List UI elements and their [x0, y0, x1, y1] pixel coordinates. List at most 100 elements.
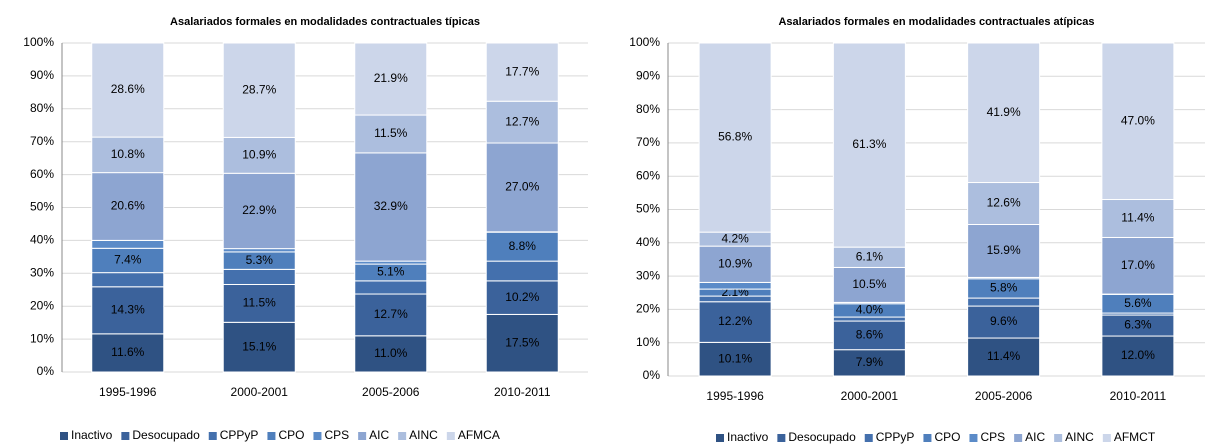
data-label: 6.1% — [856, 249, 884, 263]
legend-swatch — [446, 432, 455, 440]
data-label: 56.8% — [718, 130, 752, 144]
data-label: 61.3% — [852, 137, 886, 151]
legend-label: CPO — [278, 428, 304, 442]
legend-swatch — [313, 432, 322, 440]
data-label: 11.0% — [374, 346, 407, 360]
x-tick-label: 2005-2006 — [975, 389, 1033, 403]
legend-swatch — [716, 434, 724, 442]
data-label: 10.9% — [718, 256, 752, 270]
y-tick-label: 30% — [30, 265, 54, 279]
bar-segment — [698, 341, 772, 377]
legend-swatch — [208, 432, 217, 440]
data-label: 6.3% — [1124, 318, 1152, 332]
bar-segment — [698, 42, 772, 233]
data-label: 12.0% — [1121, 348, 1155, 362]
bar-segment — [485, 280, 559, 315]
bar-segment — [485, 42, 559, 102]
data-label: 5.8% — [990, 281, 1018, 295]
legend-label: Desocupado — [788, 430, 856, 444]
data-label: 5.6% — [1124, 296, 1152, 310]
bar-segment — [354, 280, 428, 295]
data-label: 21.9% — [374, 71, 408, 85]
data-label: 8.6% — [856, 328, 884, 342]
bar-segment — [91, 333, 165, 373]
bar-segment — [967, 223, 1041, 278]
legend-swatch — [121, 432, 130, 440]
data-label: 17.5% — [505, 335, 539, 349]
data-label: 10.8% — [111, 147, 145, 161]
data-label: 11.5% — [374, 126, 407, 140]
data-label: 4.2% — [721, 231, 749, 245]
bar-segment — [91, 272, 165, 288]
x-tick-label: 2005-2006 — [362, 385, 420, 399]
chart-title: Asalariados formales en modalidades cont… — [778, 16, 1094, 28]
legend-label: CPS — [980, 430, 1005, 444]
data-label: 11.4% — [1121, 211, 1154, 225]
bar-segment — [91, 136, 165, 174]
data-label: 10.2% — [505, 290, 539, 304]
legend-label: CPO — [934, 430, 960, 444]
bar-segment — [485, 313, 559, 373]
data-label: 28.6% — [111, 82, 145, 96]
data-label: 8.8% — [509, 239, 537, 253]
y-tick-label: 80% — [30, 101, 54, 115]
bar-segment — [222, 172, 296, 250]
legend-swatch — [777, 434, 786, 442]
legend-swatch — [923, 434, 932, 442]
legend-label: Inactivo — [71, 428, 113, 442]
x-tick-label: 1995-1996 — [706, 389, 764, 403]
data-label: 11.5% — [243, 296, 276, 310]
legend-swatch — [1102, 434, 1111, 442]
y-tick-label: 30% — [636, 268, 660, 282]
y-tick-label: 0% — [643, 368, 661, 382]
bar-segment — [967, 42, 1041, 184]
data-label: 41.9% — [987, 105, 1021, 119]
bar-segment — [832, 42, 906, 248]
y-tick-label: 70% — [30, 134, 54, 148]
y-tick-label: 10% — [636, 335, 660, 349]
data-label: 20.6% — [111, 199, 145, 213]
data-label: 28.7% — [242, 82, 276, 96]
legend-swatch — [1014, 434, 1023, 442]
chart-title: Asalariados formales en modalidades cont… — [170, 16, 480, 28]
data-label: 5.1% — [377, 265, 405, 279]
bar-segment — [222, 268, 296, 285]
y-tick-label: 100% — [23, 35, 54, 49]
data-label: 17.7% — [505, 64, 539, 78]
data-label: 4.0% — [856, 303, 884, 317]
y-tick-label: 10% — [30, 331, 54, 345]
legend-label: AFMCA — [458, 428, 500, 442]
data-label: 7.9% — [856, 355, 884, 369]
bar-segment — [222, 283, 296, 323]
data-label: 15.1% — [242, 339, 276, 353]
legend-swatch — [60, 432, 68, 440]
data-label: 14.3% — [111, 302, 145, 316]
data-label: 27.0% — [505, 180, 539, 194]
x-tick-label: 1995-1996 — [99, 385, 157, 399]
data-label: 10.1% — [718, 351, 752, 365]
y-tick-label: 70% — [636, 135, 660, 149]
y-tick-label: 50% — [636, 202, 660, 216]
bar-segment — [485, 142, 559, 233]
x-tick-label: 2010-2011 — [1110, 389, 1167, 403]
legend-swatch — [398, 432, 407, 440]
bar-segment — [832, 320, 906, 351]
legend-label: CPS — [324, 428, 349, 442]
legend-label: AIC — [1025, 430, 1045, 444]
data-label: 15.9% — [987, 243, 1021, 257]
legend-swatch — [969, 434, 978, 442]
bar-segment — [354, 42, 428, 116]
legend-label: Desocupado — [132, 428, 200, 442]
bar-segment — [354, 114, 428, 154]
data-label: 12.7% — [374, 307, 408, 321]
y-tick-label: 90% — [30, 68, 54, 82]
legend-label: AIC — [369, 428, 389, 442]
legend-swatch — [864, 434, 873, 442]
legend-label: AFMCT — [1114, 430, 1156, 444]
data-label: 9.6% — [990, 314, 1018, 328]
bar-segment — [967, 337, 1041, 377]
bar-segment — [967, 182, 1041, 225]
y-tick-label: 60% — [30, 167, 54, 181]
data-label: 5.3% — [246, 253, 274, 267]
